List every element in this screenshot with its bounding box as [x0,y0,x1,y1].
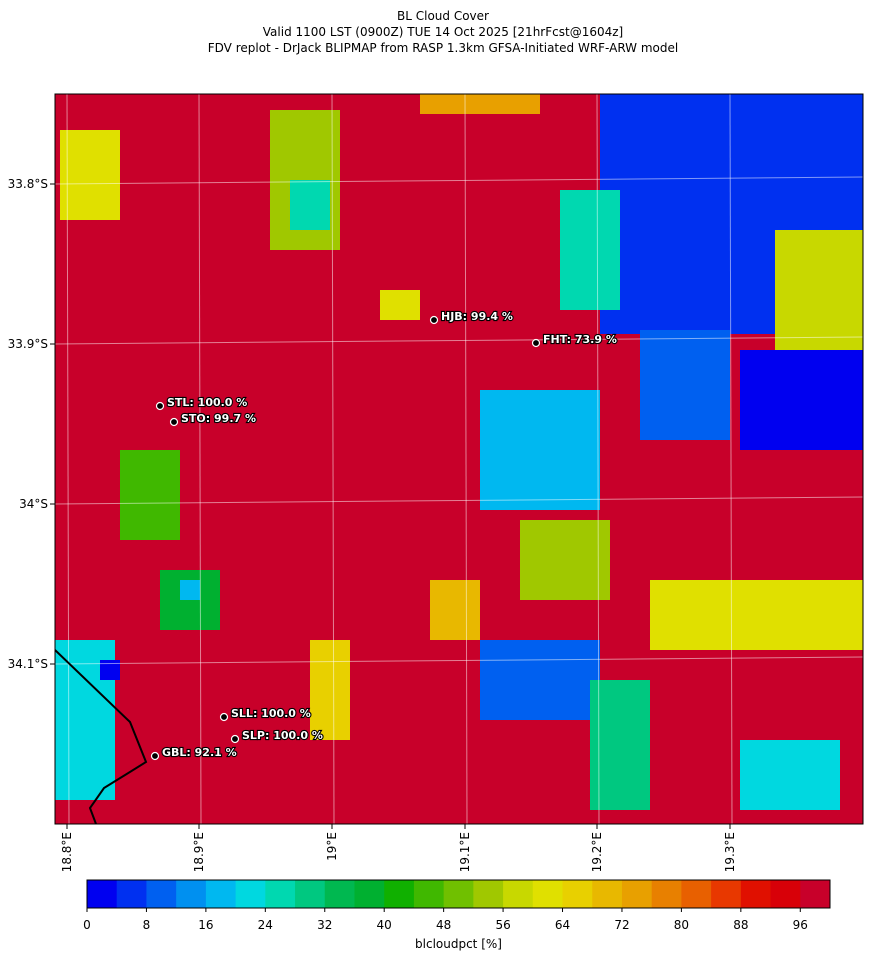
colorbar-tick-label: 24 [258,918,273,932]
map-field [55,94,863,824]
colorbar-swatch [443,880,474,908]
colorbar-tick-label: 96 [793,918,808,932]
title-line: BL Cloud Cover [397,9,489,23]
station-marker [531,338,541,348]
colorbar-swatch [503,880,534,908]
colorbar-swatch [562,880,593,908]
colorbar-swatch [473,880,504,908]
colorbar-swatch [384,880,415,908]
colorbar-swatch [413,880,445,908]
station-label: SLL: 100.0 % [231,707,311,720]
colorbar-swatch [770,880,801,908]
lon-tick-label: 18.8°E [60,832,74,872]
colorbar-tick-label: 88 [733,918,748,932]
colorbar-swatch [235,880,266,908]
map-frame [54,93,864,825]
colorbar-tick-label: 40 [377,918,392,932]
colorbar-tick-label: 72 [614,918,629,932]
colorbar-swatch [116,880,147,908]
colorbar-tick-label: 0 [83,918,91,932]
station-marker [219,712,229,722]
lat-tick-label: 34.1°S [8,657,48,671]
colorbar-swatch [295,880,326,908]
title-line: FDV replot - DrJack BLIPMAP from RASP 1.… [208,41,678,55]
colorbar-swatch [176,880,207,908]
station-marker [155,401,165,411]
station-marker [429,315,439,325]
title-line: Valid 1100 LST (0900Z) TUE 14 Oct 2025 [… [263,25,623,39]
colorbar-swatch [592,880,623,908]
colorbar-swatch [324,880,355,908]
colorbar-tick-label: 16 [198,918,213,932]
colorbar-swatch [146,880,177,908]
colorbar-swatch [87,880,118,908]
lat-tick-label: 34°S [19,497,48,511]
colorbar-swatch [532,880,564,908]
colorbar-swatch [740,880,772,908]
station-label: HJB: 99.4 % [441,310,513,323]
colorbar-swatch [205,880,237,908]
colorbar-tick-label: 8 [143,918,151,932]
colorbar-swatch [354,880,385,908]
lat-tick-label: 33.9°S [8,337,48,351]
station-label: FHT: 73.9 % [543,333,617,346]
colorbar-tick-label: 48 [436,918,451,932]
lat-tick-label: 33.8°S [8,177,48,191]
lon-tick-label: 19.2°E [590,832,604,872]
colorbar-swatch [800,880,831,908]
colorbar-tick-label: 80 [674,918,689,932]
station-label: STO: 99.7 % [181,412,256,425]
lon-tick-label: 19°E [325,832,339,861]
colorbar-frame [86,879,831,909]
colorbar-swatch [621,880,653,908]
station-label: SLP: 100.0 % [242,729,323,742]
station-marker [150,751,160,761]
station-label: STL: 100.0 % [167,396,247,409]
colorbar-tick-label: 56 [495,918,510,932]
colorbar-tick-label: 32 [317,918,332,932]
station-label: GBL: 92.1 % [162,746,237,759]
colorbar-swatch [711,880,742,908]
lon-tick-label: 19.3°E [723,832,737,872]
colorbar-label: blcloudpct [%] [415,937,502,951]
lon-tick-label: 19.1°E [458,832,472,872]
colorbar-swatch [681,880,712,908]
station-marker [230,734,240,744]
colorbar-swatch [651,880,682,908]
colorbar-swatch [265,880,296,908]
lon-tick-label: 18.9°E [192,832,206,872]
colorbar-tick-label: 64 [555,918,570,932]
station-marker [169,417,179,427]
